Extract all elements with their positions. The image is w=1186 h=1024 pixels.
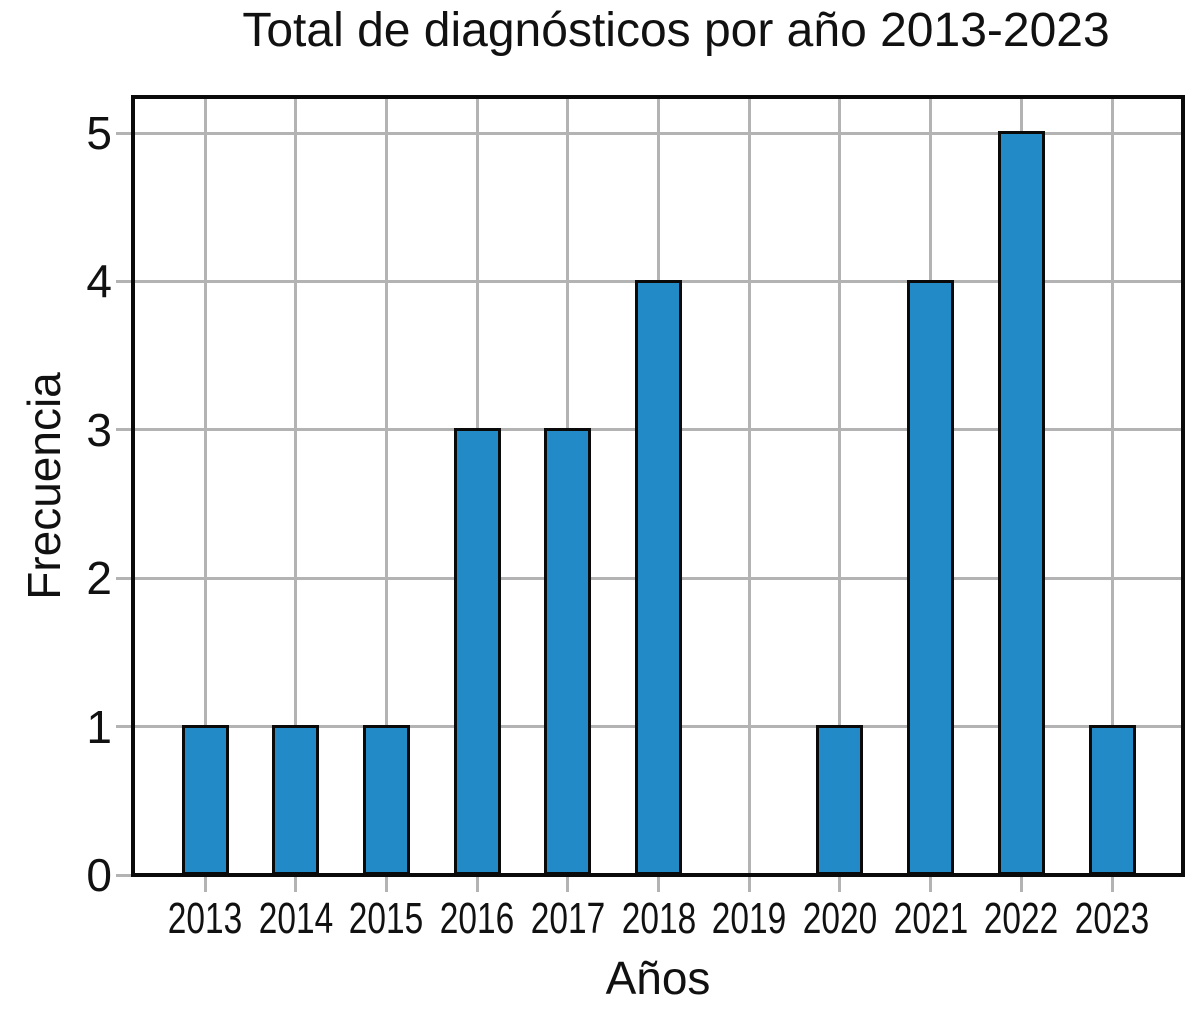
y-tick-mark xyxy=(116,131,131,135)
chart-title: Total de diagnósticos por año 2013-2023 xyxy=(242,4,1110,57)
y-tick-mark xyxy=(116,873,131,877)
x-gridline xyxy=(203,97,207,875)
bar xyxy=(362,724,410,875)
x-tick-label: 2013 xyxy=(167,894,243,943)
bar xyxy=(635,279,682,875)
y-tick-mark xyxy=(116,725,131,729)
x-tick-mark xyxy=(747,877,751,892)
plot-area: 2013 2014 2015 2016 2017 2018 2019 2020 2021 2022… xyxy=(86,95,1185,943)
x-tick-label: 2021 xyxy=(893,894,968,943)
x-tick-mark xyxy=(566,877,570,892)
x-gridline xyxy=(838,97,842,875)
y-tick-mark xyxy=(116,576,131,580)
bar xyxy=(181,724,229,875)
x-gridline xyxy=(294,97,298,875)
bar xyxy=(907,279,955,875)
y-tick-label: 0 xyxy=(86,849,112,901)
bar xyxy=(997,131,1045,875)
x-tick-mark xyxy=(1110,877,1114,892)
x-tick-label: 2014 xyxy=(258,894,333,943)
bar xyxy=(544,428,592,875)
y-tick-label: 4 xyxy=(86,255,112,308)
x-tick-mark xyxy=(384,877,388,892)
x-tick-mark xyxy=(657,877,660,892)
x-tick-mark xyxy=(1019,877,1023,892)
bar xyxy=(272,724,320,875)
x-tick-mark xyxy=(929,877,933,892)
x-gridline xyxy=(1110,97,1114,875)
x-tick-label: 2016 xyxy=(439,894,515,943)
y-tick-label: 5 xyxy=(86,107,112,159)
x-tick-label: 2022 xyxy=(984,894,1059,943)
x-tick-label: 2019 xyxy=(711,894,787,943)
bar xyxy=(453,428,501,875)
x-gridline xyxy=(747,97,751,875)
x-tick-mark xyxy=(475,877,479,892)
y-tick-mark xyxy=(116,279,131,283)
bar xyxy=(816,724,864,875)
x-tick-label: 2020 xyxy=(802,894,878,943)
x-tick-label: 2017 xyxy=(530,894,605,943)
bar xyxy=(1088,724,1136,875)
x-tick-mark xyxy=(203,877,207,892)
x-tick-label: 2015 xyxy=(349,894,424,943)
x-tick-mark xyxy=(838,877,842,892)
x-axis-label: Años xyxy=(605,952,711,1004)
x-tick-label: 2023 xyxy=(1074,894,1150,943)
y-tick-mark xyxy=(116,428,131,432)
y-tick-label: 3 xyxy=(86,403,112,456)
y-tick-label: 2 xyxy=(86,552,112,605)
x-gridline xyxy=(384,97,388,875)
y-tick-label: 1 xyxy=(86,700,112,753)
x-tick-mark xyxy=(294,877,298,892)
x-tick-label: 2018 xyxy=(621,894,696,943)
